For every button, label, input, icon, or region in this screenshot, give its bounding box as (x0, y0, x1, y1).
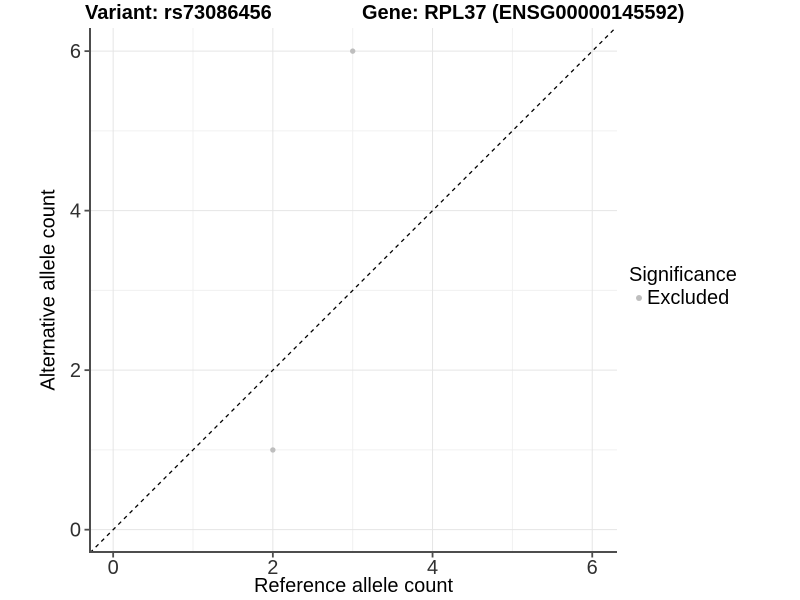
y-tick-label: 0 (70, 520, 81, 542)
x-tick-label: 6 (587, 557, 598, 579)
x-tick-label: 2 (267, 557, 278, 579)
x-tick-label: 4 (427, 557, 438, 579)
legend-item-label: Excluded (647, 287, 730, 309)
y-tick-label: 6 (70, 41, 81, 63)
x-axis-title: Reference allele count (253, 575, 453, 597)
legend-title: Significance (629, 264, 737, 286)
variant-title: Variant: rs73086456 (85, 2, 272, 24)
identity-reference-line (90, 28, 617, 552)
data-point-excluded (350, 48, 356, 54)
gene-title: Gene: RPL37 (ENSG00000145592) (362, 2, 685, 24)
y-tick-label: 4 (70, 201, 81, 223)
data-point-excluded (270, 447, 276, 453)
y-axis-title: Alternative allele count (37, 189, 60, 391)
x-tick-label: 0 (108, 557, 119, 579)
y-tick-label: 2 (70, 360, 81, 382)
legend-item-excluded: Excluded (629, 287, 737, 309)
legend-point-icon (636, 295, 642, 301)
legend: Significance Excluded (629, 264, 737, 309)
